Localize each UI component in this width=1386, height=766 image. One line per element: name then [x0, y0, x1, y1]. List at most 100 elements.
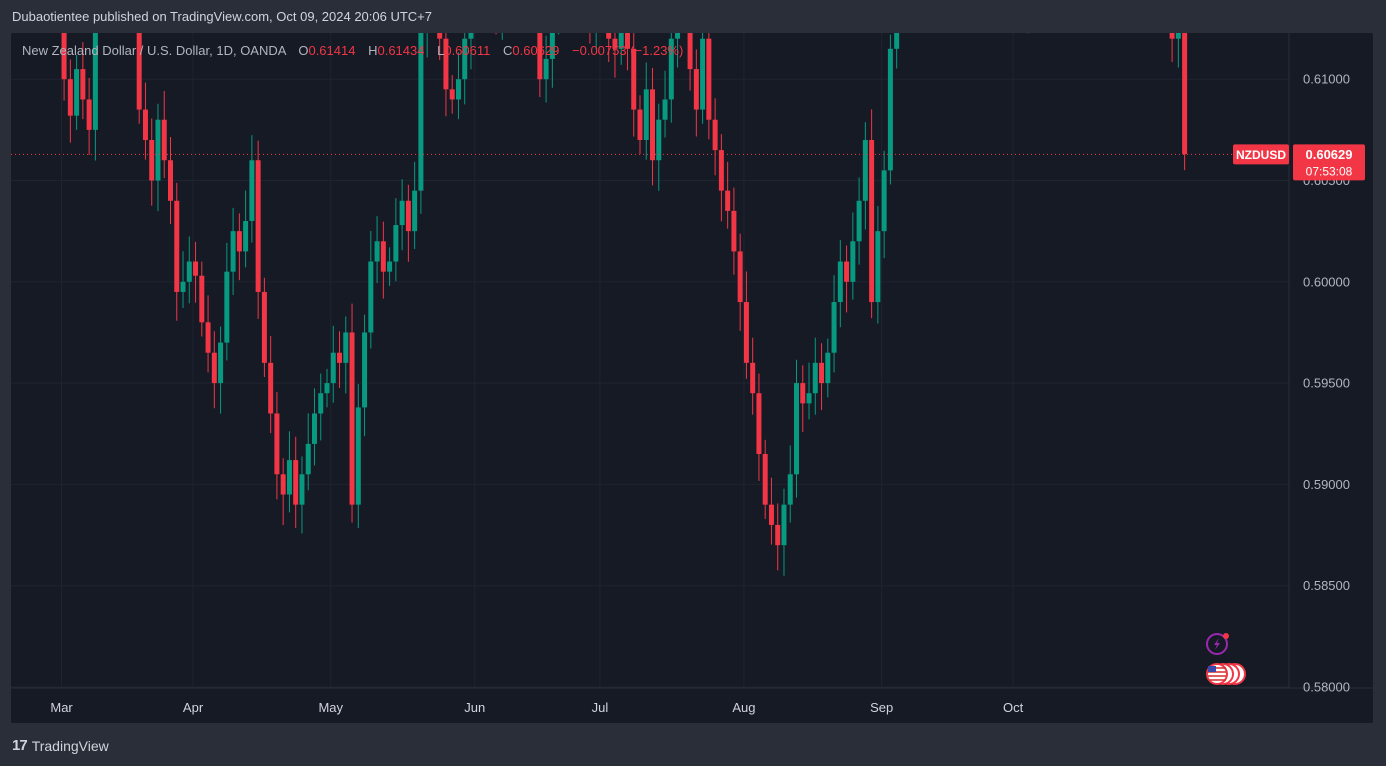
candle-body[interactable]: [299, 474, 305, 505]
candle-body[interactable]: [186, 261, 192, 282]
candle-body[interactable]: [343, 332, 349, 363]
candle-body[interactable]: [155, 119, 161, 181]
candle-body[interactable]: [236, 231, 242, 252]
candle-body[interactable]: [449, 89, 455, 100]
candle-body[interactable]: [437, 33, 443, 39]
candle-body[interactable]: [1169, 33, 1175, 39]
candle-body[interactable]: [643, 89, 649, 140]
candle-body[interactable]: [280, 474, 286, 495]
candle-body[interactable]: [399, 200, 405, 226]
candle-body[interactable]: [355, 407, 361, 505]
candle-body[interactable]: [412, 190, 418, 232]
candle-body[interactable]: [211, 352, 217, 384]
candle-body[interactable]: [718, 150, 724, 191]
candle-body[interactable]: [305, 443, 311, 475]
candle-body[interactable]: [180, 281, 186, 292]
candle-body[interactable]: [255, 160, 261, 292]
candle-body[interactable]: [249, 160, 255, 222]
chart-pane[interactable]: 0.640000.635000.630000.625000.620000.615…: [11, 33, 1373, 723]
candle-body[interactable]: [812, 362, 818, 394]
candle-body[interactable]: [693, 69, 699, 110]
candle-body[interactable]: [800, 383, 806, 404]
candle-body[interactable]: [149, 139, 155, 181]
candle-body[interactable]: [261, 291, 267, 363]
candle-body[interactable]: [781, 504, 787, 546]
candle-body[interactable]: [894, 33, 900, 49]
tradingview-logo[interactable]: 17 TradingView: [12, 737, 109, 754]
lightning-event-icon[interactable]: [1206, 633, 1228, 655]
candle-body[interactable]: [712, 119, 718, 151]
candle-body[interactable]: [393, 225, 399, 262]
candle-body[interactable]: [199, 275, 205, 323]
candle-body[interactable]: [624, 33, 630, 49]
candle-body[interactable]: [286, 460, 292, 495]
candle-body[interactable]: [224, 271, 230, 343]
candle-body[interactable]: [618, 33, 624, 49]
candle-body[interactable]: [687, 33, 693, 70]
candle-body[interactable]: [136, 33, 142, 110]
candle-body[interactable]: [311, 413, 317, 444]
candle-body[interactable]: [662, 99, 668, 120]
candle-body[interactable]: [174, 200, 180, 292]
candle-body[interactable]: [837, 261, 843, 303]
candle-body[interactable]: [193, 261, 199, 276]
candle-body[interactable]: [362, 332, 368, 408]
candle-body[interactable]: [869, 139, 875, 303]
candle-body[interactable]: [787, 474, 793, 505]
candle-body[interactable]: [443, 38, 449, 90]
candle-body[interactable]: [537, 33, 543, 80]
candle-body[interactable]: [268, 362, 274, 414]
candle-body[interactable]: [844, 261, 850, 282]
candle-body[interactable]: [668, 38, 674, 100]
candle-body[interactable]: [675, 33, 681, 39]
candle-body[interactable]: [274, 413, 280, 475]
candle-body[interactable]: [230, 231, 236, 272]
candle-body[interactable]: [819, 362, 825, 384]
candle-body[interactable]: [462, 38, 468, 80]
candle-body[interactable]: [831, 302, 837, 353]
candle-body[interactable]: [743, 302, 749, 363]
candle-body[interactable]: [80, 69, 86, 100]
candle-body[interactable]: [368, 261, 374, 333]
candle-body[interactable]: [875, 231, 881, 303]
candle-body[interactable]: [380, 241, 386, 272]
candle-body[interactable]: [468, 33, 474, 39]
candle-body[interactable]: [324, 383, 330, 394]
candle-body[interactable]: [825, 352, 831, 384]
candle-body[interactable]: [318, 393, 324, 414]
candle-body[interactable]: [750, 362, 756, 394]
candle-body[interactable]: [775, 524, 781, 546]
candle-body[interactable]: [612, 38, 618, 49]
candle-body[interactable]: [67, 79, 73, 116]
candle-body[interactable]: [161, 119, 167, 161]
candle-body[interactable]: [806, 393, 812, 404]
candle-body[interactable]: [1182, 33, 1188, 155]
candle-body[interactable]: [656, 119, 662, 161]
candle-body[interactable]: [637, 109, 643, 140]
candle-body[interactable]: [650, 89, 656, 161]
candle-body[interactable]: [606, 33, 612, 39]
candle-body[interactable]: [794, 383, 799, 475]
candle-body[interactable]: [92, 33, 98, 130]
candlestick-chart[interactable]: 0.640000.635000.630000.625000.620000.615…: [11, 33, 1373, 723]
candle-body[interactable]: [86, 99, 92, 130]
candle-body[interactable]: [856, 200, 862, 242]
candle-body[interactable]: [168, 160, 173, 201]
candle-body[interactable]: [706, 38, 712, 120]
candle-body[interactable]: [205, 322, 211, 353]
candle-body[interactable]: [418, 33, 424, 191]
candle-body[interactable]: [850, 241, 856, 282]
candle-body[interactable]: [631, 48, 637, 110]
candle-body[interactable]: [293, 460, 299, 505]
candle-body[interactable]: [768, 504, 774, 525]
candle-body[interactable]: [218, 342, 224, 384]
candle-body[interactable]: [374, 241, 380, 262]
candle-body[interactable]: [543, 58, 549, 80]
candle-body[interactable]: [243, 221, 249, 252]
candle-body[interactable]: [74, 69, 80, 116]
candle-body[interactable]: [737, 251, 743, 303]
candle-body[interactable]: [881, 170, 887, 232]
candle-body[interactable]: [700, 38, 706, 110]
candle-body[interactable]: [330, 352, 336, 384]
candle-body[interactable]: [61, 33, 67, 80]
